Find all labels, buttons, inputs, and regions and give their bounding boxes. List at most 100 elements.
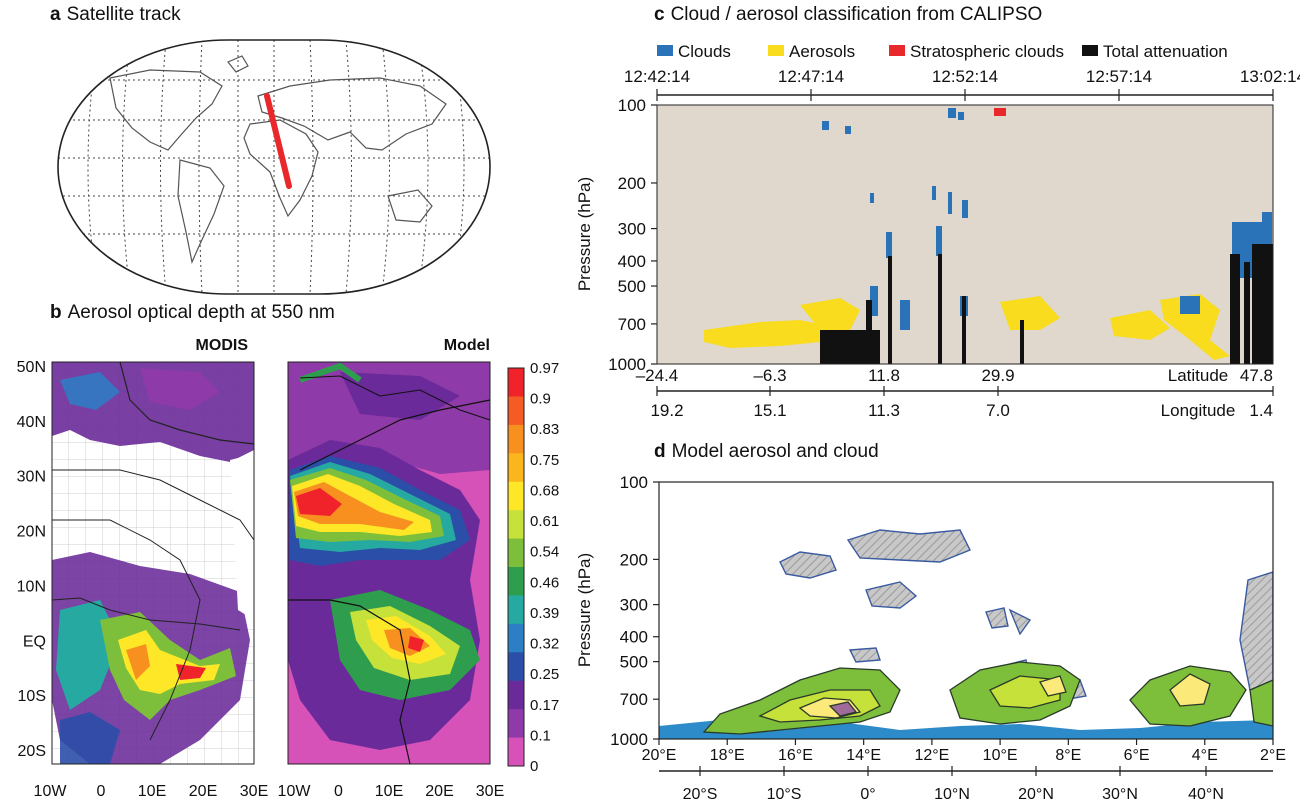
legend-label: Aerosols <box>789 42 855 61</box>
lon-tick-label: 7.0 <box>986 401 1010 420</box>
panel-d-letter: d <box>654 441 666 462</box>
model-lon-tick-label: 6°E <box>1124 747 1150 764</box>
lon-axis-label: Longitude <box>1161 401 1236 420</box>
panel-c-title: c Cloud / aerosol classification from CAL… <box>654 4 1042 26</box>
lon-tick-label: 11.3 <box>868 401 900 420</box>
lat-tick-label: EQ <box>23 633 46 650</box>
lat-tick-label: 30N <box>17 469 46 486</box>
model-lon-tick-label: 4°E <box>1192 747 1218 764</box>
calipso-legend: Clouds Aerosols Stratospheric clouds Total … <box>657 42 1228 61</box>
model-y-tick-label: 400 <box>620 628 648 647</box>
world-map-graticule <box>58 40 490 294</box>
colorbar-swatch <box>508 595 524 625</box>
satellite-track-line <box>264 93 292 189</box>
legend-label: Stratospheric clouds <box>910 42 1064 61</box>
legend-swatch <box>1082 45 1098 56</box>
colorbar-swatch <box>508 453 524 483</box>
panel-a-letter: a <box>50 4 61 25</box>
lat-tick-label: 47.8 <box>1240 366 1273 385</box>
calipso-y-tick-label: 700 <box>618 315 646 334</box>
time-tick-label: 12:52:14 <box>932 67 998 86</box>
calipso-y-tick-label: 500 <box>618 277 646 296</box>
colorbar-tick-label: 0.32 <box>530 636 559 653</box>
colorbar-swatch <box>508 567 524 596</box>
colorbar-tick-label: 0.39 <box>530 605 559 622</box>
colorbar-swatch <box>508 623 524 653</box>
colorbar-tick-label: 0.97 <box>530 360 559 377</box>
model-aerosol-contours <box>702 661 1273 735</box>
colorbar-swatch <box>508 709 524 739</box>
model-lat-axis: 20°S 10°S 0° 10°N 20°N 30°N 40°N <box>659 766 1273 803</box>
lat-tick-label: 10S <box>18 688 46 705</box>
colorbar-swatch <box>508 510 524 540</box>
calipso-attenuation-marks <box>820 244 1273 364</box>
panel-b-title: b Aerosol optical depth at 550 nm <box>50 302 335 324</box>
world-map-continents <box>109 55 447 264</box>
model-lon-tick-label: 8°E <box>1055 747 1081 764</box>
model-lon-tick-label: 16°E <box>778 747 813 764</box>
colorbar-tick-label: 0.54 <box>530 544 559 561</box>
lat-tick-label: 29.9 <box>981 366 1014 385</box>
colorbar-tick-label: 0.25 <box>530 666 559 683</box>
model-lon-tick-label: 10E <box>375 783 403 800</box>
calipso-lat-axis: –24.4 –6.3 11.8 29.9 47.8 Latitude <box>636 366 1273 385</box>
lon-tick-label: 19.2 <box>650 401 683 420</box>
modis-lon-tick-label: 30E <box>240 783 268 800</box>
modis-lat-ticks: 50N 40N 30N 20N 10N EQ 10S 20S <box>17 359 46 760</box>
model-lon-tick-label: 2°E <box>1260 747 1286 764</box>
colorbar-swatch <box>508 396 524 426</box>
model-lat-tick-label: 10°S <box>767 786 802 803</box>
colorbar-swatch <box>508 680 524 710</box>
model-y-tick-label: 700 <box>620 690 648 709</box>
modis-map <box>51 361 255 765</box>
model-lon-axis: 20°E 18°E 16°E 14°E 12°E 10°E 8°E 6°E 4°E 2°E <box>642 739 1286 764</box>
colorbar-swatch <box>508 424 524 454</box>
model-lon-ticks: 10W 0 10E 20E 30E <box>278 783 505 800</box>
colorbar-tick-label: 0.46 <box>530 574 559 591</box>
time-tick-label: 12:47:14 <box>778 67 844 86</box>
panel-c-letter: c <box>654 4 665 25</box>
calipso-plot-background <box>657 105 1273 364</box>
lat-tick-label: 20S <box>18 743 46 760</box>
lat-tick-label: –6.3 <box>753 366 786 385</box>
legend-label: Total attenuation <box>1103 42 1228 61</box>
model-y-tick-label: 1000 <box>610 730 648 749</box>
time-tick-label: 13:02:14 <box>1240 67 1300 86</box>
calipso-y-axis: 100 200 300 400 500 700 1000 <box>608 96 657 374</box>
lat-tick-label: 11.8 <box>868 366 900 385</box>
model-lat-tick-label: 30°N <box>1102 786 1138 803</box>
model-map <box>287 361 491 765</box>
calipso-y-tick-label: 300 <box>618 220 646 239</box>
modis-lon-tick-label: 10E <box>138 783 166 800</box>
model-lat-tick-label: 10°N <box>934 786 970 803</box>
calipso-lon-axis: 19.2 15.1 11.3 7.0 1.4 Longitude <box>650 386 1274 420</box>
panel-b-letter: b <box>50 302 62 323</box>
lat-tick-label: 10N <box>17 578 46 595</box>
lon-tick-label: 15.1 <box>753 401 786 420</box>
lat-tick-label: 50N <box>17 359 46 376</box>
lat-tick-label: 40N <box>17 414 46 431</box>
calipso-aerosol-layers <box>704 294 1230 360</box>
model-y-tick-label: 100 <box>620 473 648 492</box>
colorbar-swatch <box>508 538 524 568</box>
modis-map-label: MODIS <box>196 337 249 354</box>
model-lon-tick-label: 20E <box>425 783 453 800</box>
model-lon-tick-label: 10°E <box>983 747 1018 764</box>
model-lon-tick-label: 12°E <box>914 747 949 764</box>
lat-tick-label: –24.4 <box>636 366 679 385</box>
colorbar-swatch <box>508 481 524 511</box>
lon-tick-label: 1.4 <box>1249 401 1273 420</box>
legend-swatch <box>657 45 673 56</box>
calipso-y-tick-label: 100 <box>618 96 646 115</box>
model-cloud-contours <box>779 529 1273 701</box>
legend-label: Clouds <box>678 42 731 61</box>
model-y-axis: 100 200 300 400 500 700 1000 <box>610 473 659 749</box>
model-lon-tick-label: 0 <box>334 783 343 800</box>
model-y-tick-label: 300 <box>620 596 648 615</box>
model-lat-tick-label: 20°S <box>683 786 718 803</box>
modis-lon-tick-label: 0 <box>97 783 106 800</box>
model-lon-tick-label: 10W <box>278 783 312 800</box>
lat-axis-label: Latitude <box>1168 366 1229 385</box>
modis-lon-ticks: 10W 0 10E 20E 30E <box>34 783 269 800</box>
